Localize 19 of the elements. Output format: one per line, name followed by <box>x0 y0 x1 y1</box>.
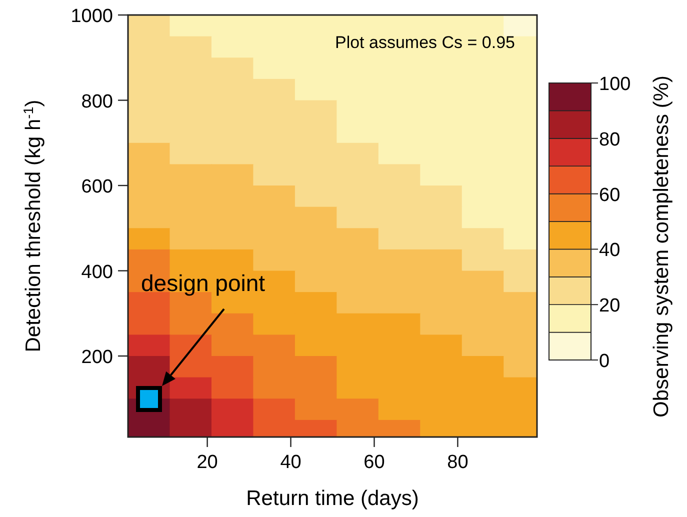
x-axis-title: Return time (days) <box>246 487 419 510</box>
color-bar-label: 20 <box>599 296 620 317</box>
annotation: Plot assumes Cs = 0.95 <box>334 33 515 52</box>
y-tick-label: 600 <box>81 176 113 198</box>
y-tick-label: 200 <box>81 347 113 368</box>
color-bar-label: 0 <box>599 351 610 372</box>
y-tick-label: 800 <box>81 91 113 112</box>
color-bar-label: 40 <box>599 240 620 262</box>
x-tick-label: 20 <box>196 452 218 473</box>
color-bar-label: 80 <box>599 129 620 150</box>
color-bar-label: 60 <box>599 184 620 206</box>
x-tick-label: 60 <box>364 452 385 473</box>
color-bar-title: Observing system completeness (%) <box>650 76 673 418</box>
x-tick-label: 80 <box>447 452 468 473</box>
y-tick-label: 1000 <box>70 6 113 27</box>
color-bar-label: 100 <box>599 74 631 95</box>
y-tick-label: 400 <box>81 262 113 283</box>
x-tick-label: 40 <box>280 452 302 473</box>
annotation: design point <box>141 270 266 296</box>
